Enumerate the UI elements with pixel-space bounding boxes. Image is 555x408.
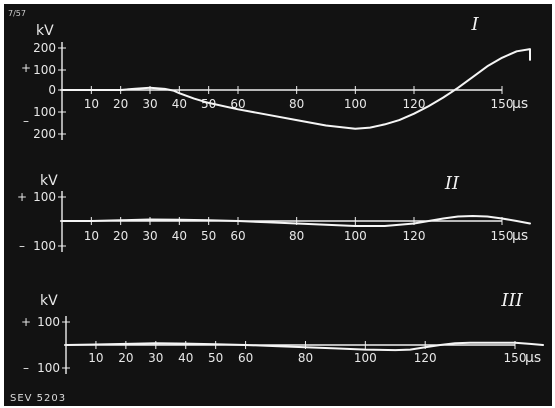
photo-background (4, 4, 552, 406)
x-tick-label: 100 (354, 351, 377, 365)
x-tick-label: 150 (491, 229, 514, 243)
y-sign-label: – (23, 361, 29, 375)
x-tick-label: 80 (289, 97, 304, 111)
series-line (65, 341, 544, 352)
x-tick-label: 20 (118, 351, 133, 365)
y-tick-label: 100 (37, 361, 60, 375)
y-tick-label: 100 (37, 315, 60, 329)
series-line (61, 215, 531, 227)
x-unit-label: µs (512, 228, 528, 244)
y-sign-label: + (21, 315, 31, 329)
x-tick-label: 100 (344, 229, 367, 243)
x-tick-label: 40 (172, 229, 187, 243)
y-sign-label: + (17, 190, 27, 204)
x-unit-label: µs (525, 350, 541, 366)
x-tick-label: 50 (201, 97, 216, 111)
x-tick-label: 120 (414, 351, 437, 365)
panel-label: II (444, 173, 460, 194)
x-tick-label: 100 (344, 97, 367, 111)
y-sign-label: + (21, 61, 31, 75)
series-line (61, 48, 531, 130)
x-tick-label: 120 (403, 97, 426, 111)
x-tick-label: 50 (208, 351, 223, 365)
y-tick-label: 100 (33, 239, 56, 253)
x-tick-label: 10 (84, 229, 99, 243)
y-tick-label: 0 (48, 83, 56, 97)
y-tick-label: 200 (33, 41, 56, 55)
y-tick-label: 100 (33, 105, 56, 119)
chart-panels: 10 20 30 40 50 60 80 100 120 150µskV2001000100200… (17, 14, 544, 375)
panel-I: 10 20 30 40 50 60 80 100 120 150µskV2001000100200… (21, 14, 531, 141)
y-sign-label: – (19, 239, 25, 253)
x-tick-label: 120 (403, 229, 426, 243)
x-tick-label: 10 (84, 97, 99, 111)
x-tick-label: 30 (142, 229, 157, 243)
x-tick-label: 20 (113, 229, 128, 243)
x-tick-label: 10 (88, 351, 103, 365)
panel-label: III (500, 290, 523, 311)
y-tick-label: 100 (33, 63, 56, 77)
x-tick-label: 50 (201, 229, 216, 243)
y-tick-label: 100 (33, 190, 56, 204)
x-tick-label: 60 (230, 229, 245, 243)
x-tick-label: 30 (142, 97, 157, 111)
x-tick-label: 40 (178, 351, 193, 365)
x-tick-label: 80 (289, 229, 304, 243)
plate-reference: SEV 5203 (10, 393, 66, 404)
y-tick-label: 200 (33, 127, 56, 141)
x-tick-label: 20 (113, 97, 128, 111)
x-tick-label: 40 (172, 97, 187, 111)
x-tick-label: 150 (504, 351, 527, 365)
x-tick-label: 150 (491, 97, 514, 111)
x-tick-label: 80 (298, 351, 313, 365)
y-unit-label: kV (40, 293, 58, 309)
y-unit-label: kV (40, 173, 58, 189)
x-tick-label: 30 (148, 351, 163, 365)
panel-label: I (470, 14, 479, 35)
corner-mark: 7/57 (8, 9, 26, 18)
y-unit-label: kV (36, 23, 54, 39)
y-sign-label: – (23, 114, 29, 128)
x-tick-label: 60 (238, 351, 253, 365)
x-unit-label: µs (512, 96, 528, 112)
